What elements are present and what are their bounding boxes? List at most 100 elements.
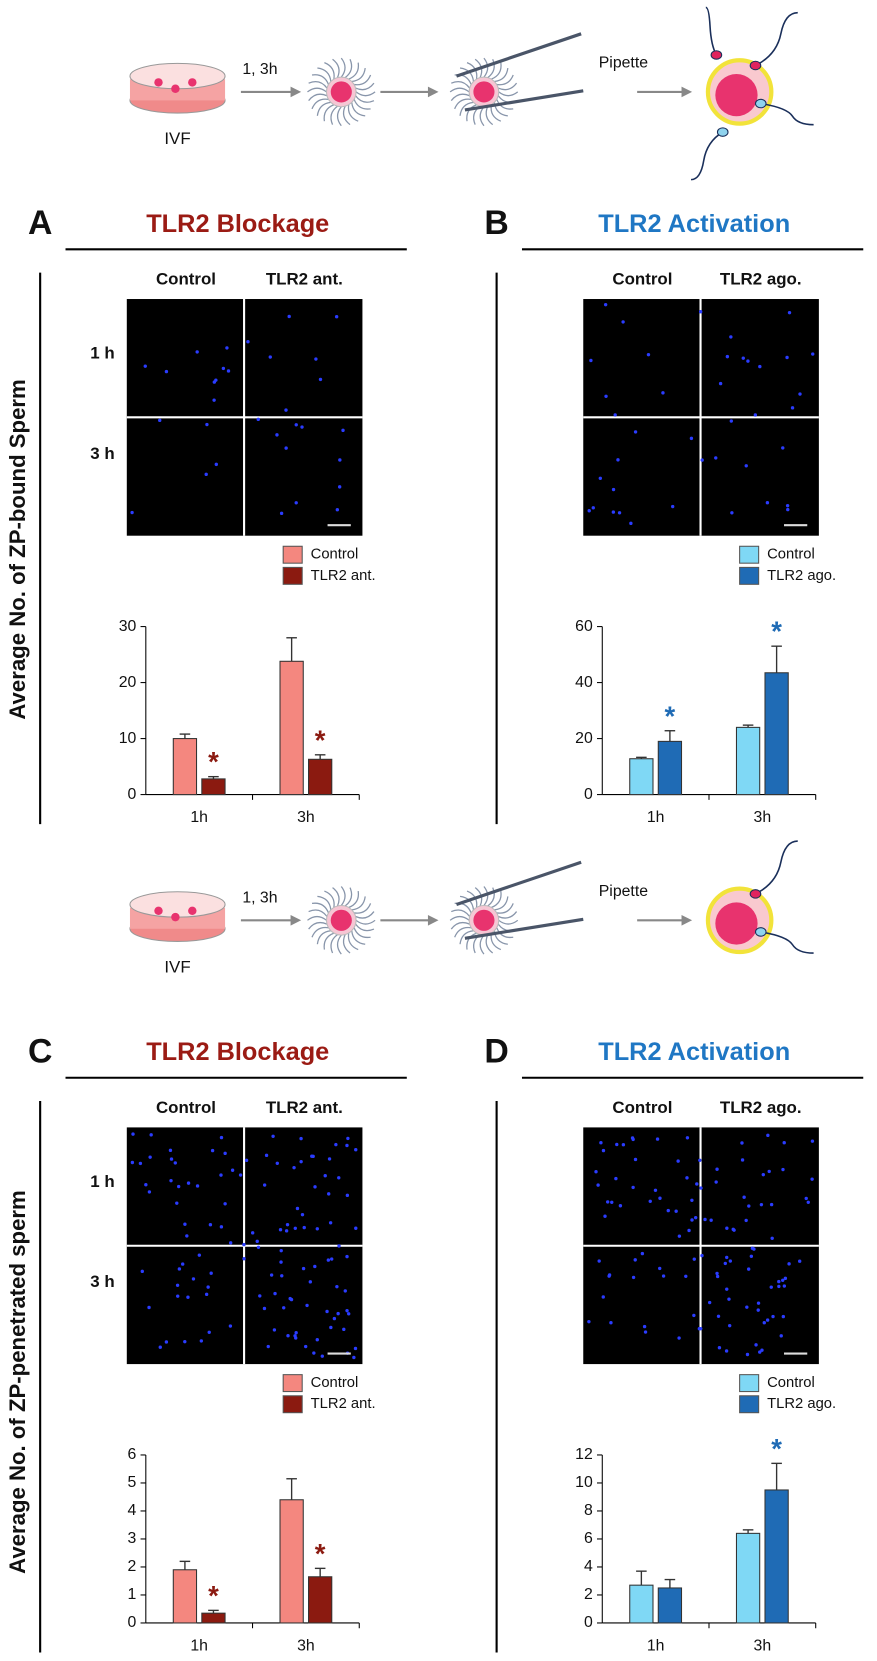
sperm-nucleus (204, 1292, 209, 1297)
sperm-nucleus (148, 1155, 152, 1159)
sperm-nucleus (284, 446, 288, 450)
sperm-nucleus (308, 1280, 313, 1284)
sperm-nucleus (759, 1202, 764, 1207)
sperm-nucleus (294, 1336, 298, 1340)
sperm-nucleus (246, 340, 250, 344)
sperm-tail (705, 6, 718, 56)
dish-oocyte (188, 78, 197, 87)
cumulus-cell (340, 886, 346, 906)
sperm-nucleus (304, 1344, 308, 1349)
dish-label: IVF (164, 129, 190, 148)
sperm-nucleus (658, 1266, 662, 1271)
sperm-tail (760, 931, 814, 954)
cumulus-cell (451, 909, 471, 917)
sperm-nucleus (337, 485, 342, 489)
sperm-nucleus (275, 433, 279, 437)
sperm-nucleus (690, 1198, 694, 1202)
panel-title: TLR2 Blockage (146, 1038, 329, 1066)
sperm-nucleus (804, 1196, 808, 1201)
sperm-nucleus (186, 1181, 191, 1185)
sperm-nucleus (725, 354, 730, 359)
cumulus-cell (483, 57, 489, 78)
sperm-nucleus (342, 1327, 346, 1332)
sperm-nucleus (284, 408, 288, 412)
y-tick-label: 20 (575, 730, 593, 747)
cumulus-cell (355, 91, 376, 97)
panel: B TLR2 Activation Control TLR2 ago. Control T… (484, 204, 864, 826)
sperm-nucleus (769, 1202, 774, 1207)
sperm-nucleus (621, 320, 625, 324)
sperm-nucleus (238, 1173, 243, 1177)
cumulus-cell (348, 890, 360, 909)
cumulus-cell (494, 896, 509, 911)
sperm-nucleus (221, 366, 226, 371)
sperm-nucleus (345, 1193, 350, 1198)
y-tick-label: 5 (127, 1474, 136, 1491)
sperm-nucleus (346, 1136, 350, 1141)
image-column-label: TLR2 ago. (720, 1098, 802, 1117)
sperm-tail (690, 131, 724, 181)
bar (735, 726, 761, 796)
sperm-nucleus (661, 391, 665, 395)
sperm-nucleus (345, 1254, 349, 1259)
sperm-nucleus (199, 1339, 204, 1343)
time-label: 1, 3h (242, 889, 277, 906)
cumulus-cell (466, 104, 477, 122)
sperm-nucleus (631, 1185, 635, 1190)
cumulus-cell (449, 915, 470, 921)
sperm-nucleus (334, 1142, 338, 1147)
sperm-nucleus (354, 1148, 358, 1152)
sperm-nucleus (140, 1269, 144, 1274)
cumulus-cell (498, 91, 519, 97)
image-column-label: Control (156, 269, 216, 288)
sperm-nucleus (655, 1137, 660, 1141)
bar (629, 758, 654, 796)
cumulus-cell (491, 890, 502, 909)
time-label: 1, 3h (242, 61, 277, 78)
tool-label: Pipette (599, 883, 648, 900)
bar (279, 1499, 304, 1624)
image-column-label: Control (612, 1098, 672, 1117)
sperm-nucleus (754, 1343, 758, 1347)
dish-oocyte (171, 84, 180, 93)
cumulus-cell (330, 934, 338, 954)
x-tick-label: 3h (297, 809, 315, 826)
sperm-nucleus (742, 1195, 746, 1199)
y-tick-label: 2 (127, 1558, 136, 1575)
sperm-nucleus (313, 1185, 317, 1189)
sperm-nucleus (341, 428, 345, 433)
sperm-nucleus (766, 1133, 770, 1138)
cumulus-cell (479, 106, 485, 127)
sperm-nucleus (752, 1247, 756, 1251)
y-tick-label: 10 (119, 730, 137, 747)
y-tick-label: 2 (584, 1586, 593, 1603)
arrow-head (681, 86, 693, 98)
sperm-nucleus (279, 1260, 283, 1264)
x-tick-label: 3h (297, 1637, 315, 1654)
sperm-nucleus (744, 464, 748, 468)
sperm-nucleus (273, 1291, 277, 1296)
sperm-nucleus (653, 1188, 658, 1192)
sperm-nucleus (779, 1334, 783, 1338)
cumulus-cell (332, 887, 340, 907)
cumulus-cell (311, 74, 330, 85)
bar (657, 1587, 683, 1624)
sperm-nucleus (671, 504, 675, 509)
sperm-nucleus (219, 1173, 223, 1177)
sperm-nucleus (728, 1259, 733, 1263)
legend-label: Control (311, 547, 359, 563)
sperm-tail (755, 11, 798, 67)
sperm-nucleus (714, 456, 718, 460)
dish-oocyte (188, 906, 197, 916)
y-tick-label: 6 (127, 1446, 136, 1463)
sperm-nucleus (286, 1334, 290, 1338)
cumulus-cell (324, 62, 335, 80)
sperm-nucleus (746, 1267, 751, 1271)
sperm-nucleus (311, 1154, 315, 1159)
panel-letter: B (484, 204, 508, 242)
sperm-nucleus (725, 1287, 729, 1291)
sperm-nucleus (206, 1285, 210, 1289)
sperm-nucleus (208, 1223, 213, 1227)
sperm-nucleus (633, 1258, 637, 1262)
sperm-nucleus (717, 1346, 722, 1350)
